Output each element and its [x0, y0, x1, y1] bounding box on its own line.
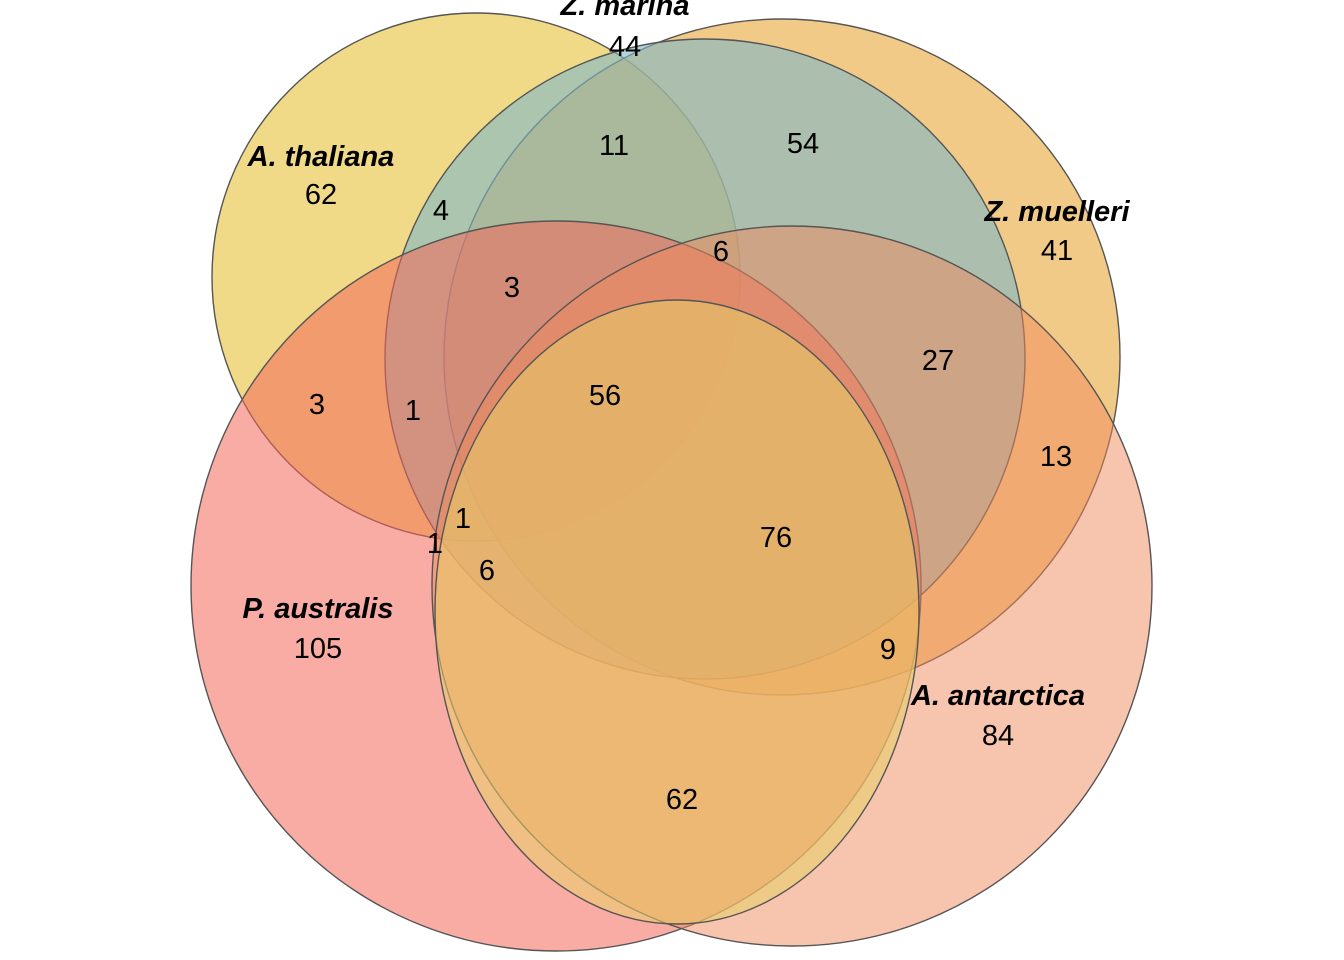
- intersection-count: 6: [713, 236, 729, 268]
- label-p-australis: P. australis: [242, 593, 393, 625]
- intersection-count: 56: [589, 380, 621, 412]
- intersection-count: 27: [922, 345, 954, 377]
- intersection-count: 62: [666, 784, 698, 816]
- label-z-muelleri: Z. muelleri: [983, 196, 1130, 228]
- intersection-count: 1: [455, 503, 471, 535]
- intersection-count: 6: [479, 555, 495, 587]
- label-z-marina: Z. marina: [560, 0, 690, 22]
- count-z-muelleri: 41: [1041, 235, 1073, 267]
- intersection-count: 9: [880, 634, 896, 666]
- count-p-australis: 105: [294, 633, 342, 665]
- label-a-antarctica: A. antarctica: [910, 680, 1085, 712]
- count-z-marina: 44: [609, 31, 641, 63]
- intersection-count: 3: [309, 389, 325, 421]
- intersection-count: 76: [760, 522, 792, 554]
- count-a-thaliana: 62: [305, 179, 337, 211]
- intersection-count: 3: [504, 272, 520, 304]
- intersection-count: 4: [433, 195, 449, 227]
- intersection-count: 1: [405, 395, 421, 427]
- intersection-count: 13: [1040, 441, 1072, 473]
- intersection-count: 11: [599, 130, 629, 162]
- intersection-count: 54: [787, 128, 819, 160]
- count-a-antarctica: 84: [982, 720, 1014, 752]
- intersection-count: 1: [427, 528, 443, 560]
- circle-overlap-lens: [434, 299, 920, 925]
- label-a-thaliana: A. thaliana: [247, 141, 395, 173]
